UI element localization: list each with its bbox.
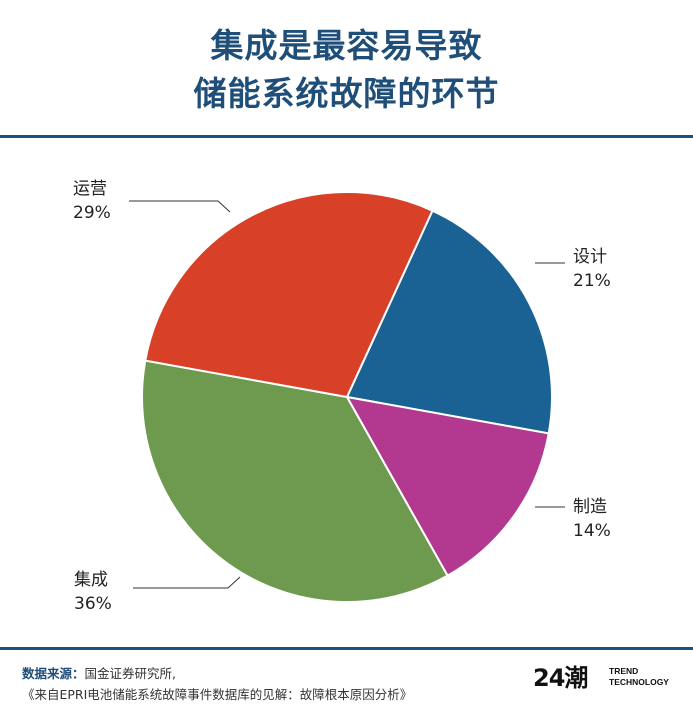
- pie-slices: [141, 191, 553, 603]
- slice-category-label: 集成: [74, 570, 108, 590]
- slice-labels: 设计 21% 制造 14% 集成 36% 运营 29%: [73, 179, 611, 614]
- brand-text: TREND TECHNOLOGY: [609, 666, 669, 688]
- slice-category-label: 制造: [573, 497, 607, 517]
- pie-slice-3: [141, 359, 449, 603]
- source-text-1: 国金证券研究所,: [84, 666, 176, 681]
- leader-line-4: [129, 200, 231, 213]
- title-line-2: 储能系统故障的环节: [193, 74, 500, 113]
- brand-line-2: TECHNOLOGY: [609, 677, 669, 687]
- source-label: 数据来源：: [22, 666, 85, 681]
- brand-line-1: TREND: [609, 666, 639, 676]
- slice-value-label: 29%: [73, 203, 111, 223]
- slice-category-label: 运营: [73, 179, 107, 199]
- source-text-2: 《来自EPRI电池储能系统故障事件数据库的见解：故障根本原因分析》: [22, 687, 413, 702]
- slice-value-label: 14%: [573, 521, 611, 541]
- source-line-1: 数据来源：国金证券研究所,: [22, 663, 522, 684]
- leader-line-3: [133, 576, 241, 589]
- leader-lines: [129, 200, 565, 589]
- pie-slice-4: [144, 191, 434, 399]
- pie-chart: 设计 21% 制造 14% 集成 36% 运营 29%: [73, 179, 611, 614]
- slice-value-label: 36%: [74, 594, 112, 614]
- top-divider: [0, 135, 693, 138]
- brand-logo: 24潮 TREND TECHNOLOGY: [533, 663, 683, 693]
- title-line-1: 集成是最容易导致: [210, 26, 483, 65]
- slice-category-label: 设计: [573, 247, 607, 267]
- page-title: 集成是最容易导致 储能系统故障的环节: [0, 22, 693, 118]
- pie-slice-2: [345, 395, 550, 578]
- bottom-divider: [0, 647, 693, 650]
- pie-slice-1: [345, 209, 553, 435]
- slice-value-label: 21%: [573, 271, 611, 291]
- source-note: 数据来源：国金证券研究所, 《来自EPRI电池储能系统故障事件数据库的见解：故障…: [22, 663, 522, 705]
- brand-mark: 24潮: [533, 664, 588, 692]
